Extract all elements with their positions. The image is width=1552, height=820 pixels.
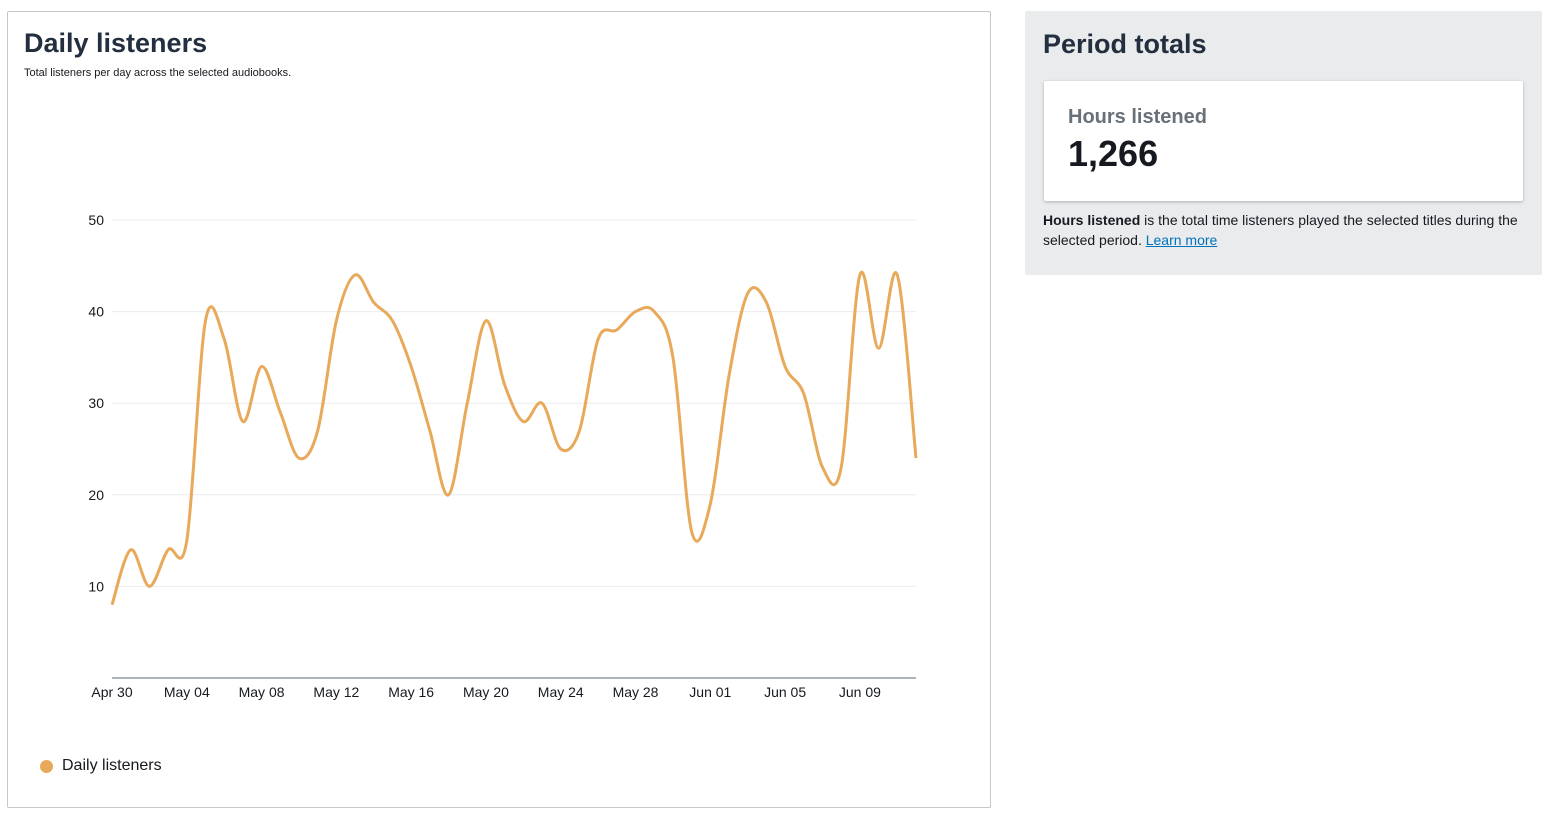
- metric-card: Hours listened 1,266: [1044, 81, 1523, 201]
- legend: Daily listeners: [40, 757, 162, 775]
- x-tick-label: May 20: [463, 684, 509, 700]
- chart-panel: Daily listeners Total listeners per day …: [7, 11, 991, 808]
- y-tick-label: 20: [88, 487, 104, 503]
- x-tick-label: May 28: [613, 684, 659, 700]
- learn-more-link[interactable]: Learn more: [1145, 232, 1218, 248]
- y-tick-label: 10: [88, 578, 104, 594]
- x-tick-label: May 12: [313, 684, 359, 700]
- y-tick-label: 40: [88, 304, 104, 320]
- note-bold: Hours listened: [1043, 212, 1141, 228]
- x-tick-label: Apr 30: [91, 684, 132, 700]
- y-tick-label: 30: [88, 395, 104, 411]
- x-tick-label: May 16: [388, 684, 434, 700]
- series-line: [110, 270, 918, 606]
- chart: 10 20 30 40 50 Apr 30 May 04 May 08 May 12 May 16…: [88, 212, 918, 700]
- x-tick-label: May 04: [164, 684, 210, 700]
- legend-swatch: [40, 759, 53, 773]
- note: Hours listened is the total time listene…: [1043, 210, 1523, 250]
- metric-label: Hours listened: [1068, 106, 1207, 128]
- x-tick-label: Jun 09: [839, 684, 881, 700]
- note-text: is the total time listeners played the s…: [1043, 212, 1518, 248]
- legend-label: Daily listeners: [62, 757, 162, 774]
- chart-subtitle: Total listeners per day across the selec…: [24, 67, 292, 79]
- x-tick-label: May 08: [239, 684, 285, 700]
- chart-title: Daily listeners: [24, 28, 208, 58]
- y-tick-label: 50: [88, 212, 104, 228]
- x-tick-label: Jun 01: [689, 684, 731, 700]
- x-tick-label: Jun 05: [764, 684, 806, 700]
- x-tick-label: May 24: [538, 684, 584, 700]
- period-totals-panel: Period totals Hours listened 1,266 Hours…: [1025, 11, 1542, 275]
- panel-title: Period totals: [1043, 29, 1207, 59]
- metric-value: 1,266: [1068, 133, 1159, 174]
